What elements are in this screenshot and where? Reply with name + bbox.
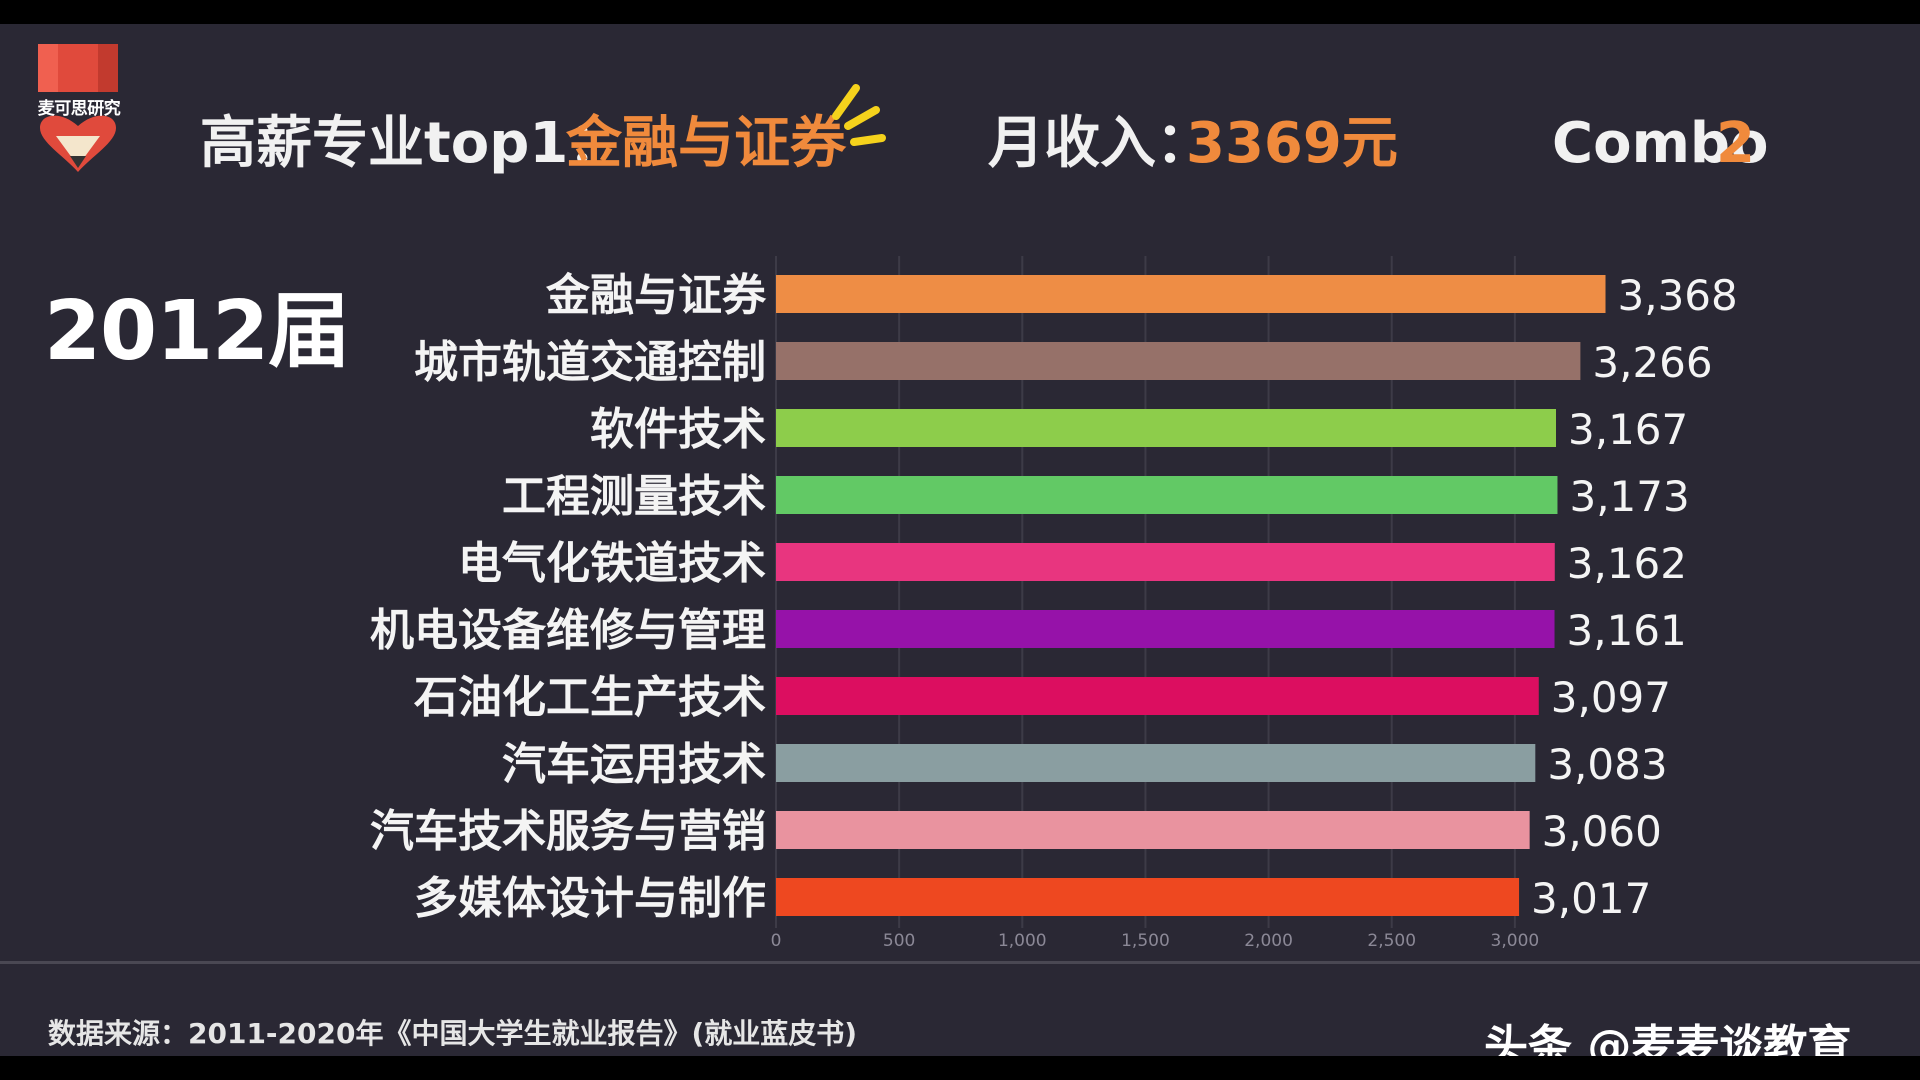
tick-label-1: 500 xyxy=(883,931,915,951)
category-label-0: 金融与证券 xyxy=(545,270,767,321)
headline-highlight: 金融与证券 xyxy=(566,111,846,176)
bar-5 xyxy=(776,610,1555,648)
bar-6 xyxy=(776,677,1539,715)
combo-prefix: Combo xyxy=(1552,111,1769,176)
combo-value: 2 xyxy=(1716,111,1755,176)
salary-bar-chart: 金融与证券 3,368 城市轨道交通控制 3,266 软件技术 3,167 工程测量技术 3,… xyxy=(370,256,1738,951)
tick-label-3: 1,500 xyxy=(1121,931,1170,951)
headline-prefix: 高薪专业top1： xyxy=(200,111,625,176)
category-label-4: 电气化铁道技术 xyxy=(458,538,766,589)
category-label-2: 软件技术 xyxy=(590,404,766,455)
bar-0 xyxy=(776,275,1606,313)
value-label-0: 3,368 xyxy=(1618,271,1738,320)
income-prefix: 月收入： xyxy=(988,111,1212,176)
bar-8 xyxy=(776,811,1530,849)
value-label-8: 3,060 xyxy=(1542,807,1662,856)
tick-label-2: 1,000 xyxy=(998,931,1047,951)
footer-divider xyxy=(0,961,1920,964)
sparkle-icon xyxy=(832,84,886,146)
tick-label-0: 0 xyxy=(771,931,782,951)
tick-label-6: 3,000 xyxy=(1491,931,1540,951)
category-label-9: 多媒体设计与制作 xyxy=(414,873,766,924)
bar-1 xyxy=(776,342,1581,380)
bar-4 xyxy=(776,543,1555,581)
income-value: 3369元 xyxy=(1186,111,1398,176)
bar-2 xyxy=(776,409,1557,447)
value-label-9: 3,017 xyxy=(1531,874,1651,923)
pencil-heart-logo xyxy=(38,44,118,172)
bar-9 xyxy=(776,878,1520,916)
logo-text: 麦可思研究 xyxy=(37,99,121,119)
value-label-6: 3,097 xyxy=(1551,673,1671,722)
tick-label-5: 2,500 xyxy=(1367,931,1416,951)
tick-label-4: 2,000 xyxy=(1244,931,1293,951)
year-label: 2012届 xyxy=(44,284,350,379)
value-label-4: 3,162 xyxy=(1567,539,1687,588)
category-label-5: 机电设备维修与管理 xyxy=(370,605,766,656)
video-frame: 麦可思研究 高薪专业top1： 金融与证券 月收入： 3369元 Combo 2… xyxy=(0,24,1920,1056)
watermark: 头条 @麦麦谈教育 xyxy=(1484,1021,1852,1056)
bar-7 xyxy=(776,744,1536,782)
category-label-6: 石油化工生产技术 xyxy=(414,672,766,723)
data-source: 数据来源：2011-2020年《中国大学生就业报告》(就业蓝皮书) xyxy=(48,1017,858,1050)
value-label-7: 3,083 xyxy=(1547,740,1667,789)
category-label-8: 汽车技术服务与营销 xyxy=(370,806,766,857)
category-label-1: 城市轨道交通控制 xyxy=(414,337,766,388)
category-label-7: 汽车运用技术 xyxy=(502,739,766,790)
value-label-3: 3,173 xyxy=(1569,472,1689,521)
value-label-5: 3,161 xyxy=(1567,606,1687,655)
bar-3 xyxy=(776,476,1558,514)
value-label-2: 3,167 xyxy=(1568,405,1688,454)
category-label-3: 工程测量技术 xyxy=(502,471,766,522)
value-label-1: 3,266 xyxy=(1592,338,1712,387)
